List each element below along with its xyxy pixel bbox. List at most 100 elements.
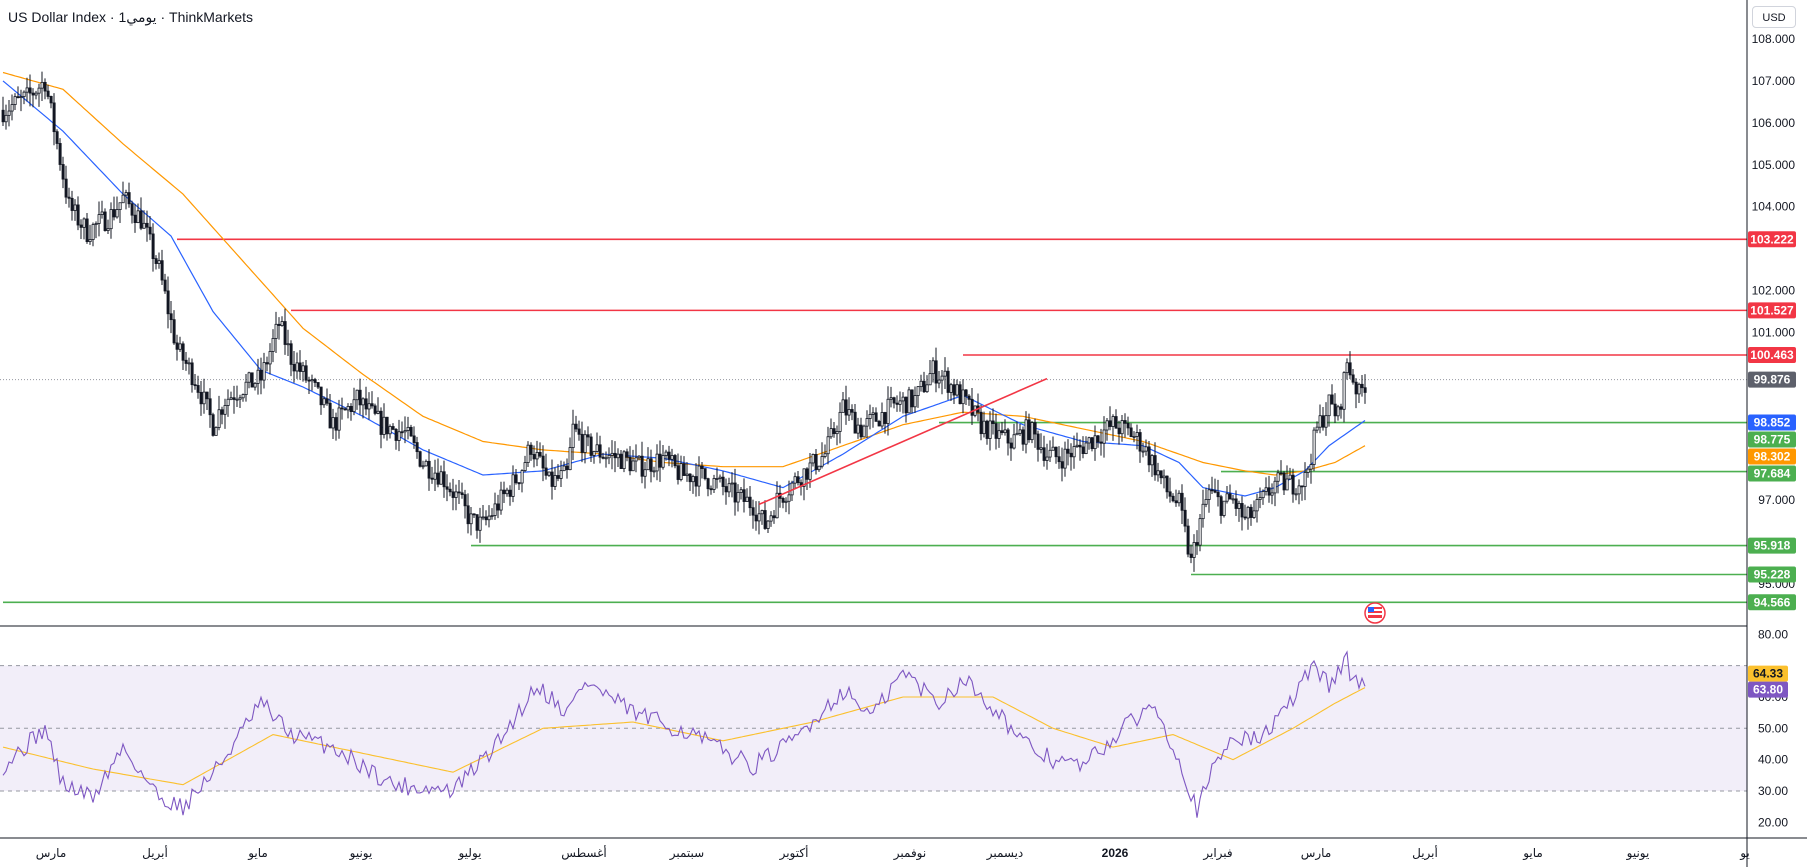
us-flag-event-icon[interactable] <box>1364 602 1386 624</box>
candle <box>568 437 572 471</box>
candle-body <box>724 486 728 493</box>
candle-body <box>757 513 761 522</box>
candle-body <box>613 452 617 459</box>
candle-body <box>820 456 824 467</box>
candle <box>1267 475 1271 503</box>
candle <box>1033 418 1037 448</box>
candle <box>1330 384 1334 405</box>
candle <box>1039 433 1043 454</box>
candle-body <box>1216 491 1220 498</box>
candle-body <box>511 474 515 497</box>
candle-body <box>688 473 692 483</box>
candle-body <box>646 458 650 471</box>
candle <box>817 465 821 472</box>
candle <box>727 477 731 498</box>
candle-body <box>1315 426 1319 431</box>
candle-body <box>76 204 80 226</box>
candle <box>46 84 50 100</box>
candle-body <box>325 398 329 404</box>
candle-body <box>661 455 665 468</box>
candle <box>844 385 848 425</box>
candle <box>121 181 125 204</box>
candle-body <box>1168 491 1172 497</box>
candle-body <box>499 489 503 511</box>
price-tick-label: 106.000 <box>1752 116 1796 130</box>
candle <box>472 513 476 519</box>
candle <box>334 412 338 441</box>
candle-body <box>448 488 452 493</box>
candle <box>169 300 173 334</box>
candle-body <box>940 375 944 381</box>
price-tag-label: 98.302 <box>1754 450 1791 464</box>
candle-body <box>97 214 101 224</box>
candle <box>25 77 29 102</box>
candle-body <box>1051 446 1055 451</box>
candle <box>502 481 506 504</box>
candle <box>433 459 437 491</box>
candle-body <box>1336 406 1340 417</box>
candle-body <box>1312 429 1316 465</box>
candle <box>676 453 680 485</box>
candle <box>1258 487 1262 509</box>
candle-body <box>721 476 725 487</box>
time-axis-label: ديسمبر <box>986 846 1024 861</box>
candle-body <box>256 369 260 384</box>
candle <box>544 453 548 480</box>
candle <box>1147 440 1151 473</box>
candle-body <box>1081 446 1085 454</box>
price-tag: 101.527 <box>1748 302 1796 319</box>
candle <box>1228 484 1232 500</box>
candle-body <box>106 228 110 231</box>
candle <box>922 371 926 394</box>
trendline[interactable] <box>758 377 1048 506</box>
candle-body <box>1114 416 1118 429</box>
candle <box>13 93 17 111</box>
candle <box>172 310 176 345</box>
candle <box>58 138 62 171</box>
candle <box>1054 446 1058 464</box>
candle <box>1114 409 1118 429</box>
candle <box>385 416 389 441</box>
candle-body <box>1201 503 1205 520</box>
price-tag-label: 100.463 <box>1750 348 1794 362</box>
candle <box>967 394 971 406</box>
candle-body <box>361 398 365 406</box>
candle <box>871 407 875 428</box>
candle-body <box>442 471 446 488</box>
candle <box>250 372 254 388</box>
candle-body <box>1291 474 1295 495</box>
candle <box>22 90 26 105</box>
candle-body <box>25 87 29 93</box>
candle-body <box>202 391 206 405</box>
candle <box>592 450 596 464</box>
candle <box>1144 439 1148 456</box>
candle <box>187 357 191 375</box>
candle-body <box>1036 433 1040 450</box>
candle <box>814 449 818 475</box>
candle-body <box>454 491 458 498</box>
candle-body <box>937 379 941 384</box>
candle <box>427 449 431 491</box>
candle-body <box>895 402 899 405</box>
price-tag: 98.852 <box>1748 414 1796 431</box>
candle <box>571 409 575 460</box>
candle-body <box>1261 491 1265 499</box>
candle <box>736 484 740 512</box>
candle-body <box>64 178 68 198</box>
candle-body <box>643 469 647 477</box>
candle-body <box>379 410 383 435</box>
candle-body <box>658 453 662 468</box>
candle-body <box>1264 487 1268 492</box>
candle <box>1006 427 1010 456</box>
candle-body <box>640 455 644 477</box>
candle <box>403 416 407 444</box>
currency-selector[interactable]: USD <box>1752 6 1796 28</box>
candle-body <box>523 462 527 471</box>
candle <box>379 407 383 449</box>
candle <box>625 448 629 462</box>
candle-body <box>13 96 17 105</box>
price-tag-bg <box>1748 371 1796 388</box>
rsi-tick-label: 20.00 <box>1758 815 1788 829</box>
candle-body <box>1231 498 1235 501</box>
